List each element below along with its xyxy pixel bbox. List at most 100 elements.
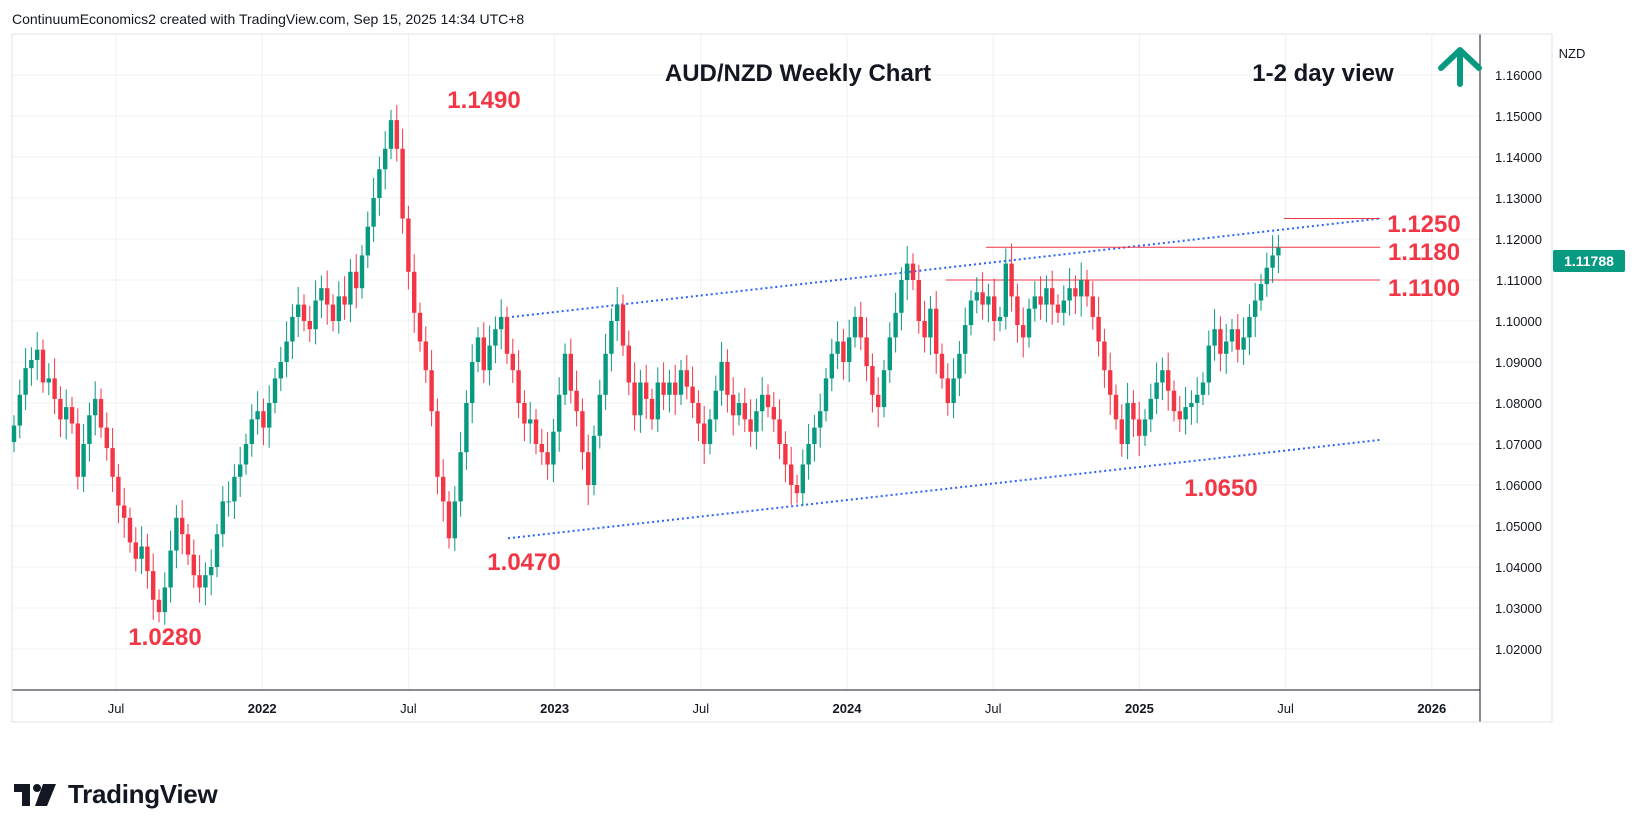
candle-body xyxy=(661,382,666,395)
candle-body xyxy=(951,378,956,403)
price-annotation: 1.0470 xyxy=(487,549,560,576)
candle-body xyxy=(232,476,237,502)
candle-body xyxy=(122,505,127,518)
candle-body xyxy=(638,382,643,416)
candle-body xyxy=(29,359,34,369)
candle-body xyxy=(151,571,156,600)
chart-subtitle: 1-2 day view xyxy=(1252,60,1394,87)
horizontal-levels xyxy=(946,218,1380,281)
candle-body xyxy=(516,370,521,403)
candle-body xyxy=(394,120,399,149)
candle-body xyxy=(557,394,562,432)
candle-body xyxy=(684,370,689,387)
gridlines xyxy=(12,34,1480,690)
candle-body xyxy=(1067,288,1072,301)
candle-body xyxy=(69,407,75,424)
candle-body xyxy=(185,534,191,555)
candle-body xyxy=(325,288,330,305)
candle-body xyxy=(841,341,846,362)
candle-body xyxy=(945,378,950,403)
y-tick-label: 1.07000 xyxy=(1495,437,1542,452)
candle-body xyxy=(1224,341,1229,354)
candle-body xyxy=(522,403,527,424)
candle-body xyxy=(702,423,707,444)
candle-body xyxy=(835,341,840,354)
candle-body xyxy=(551,431,556,465)
candle-body xyxy=(1189,403,1194,408)
candle-body xyxy=(307,321,312,330)
candle-body xyxy=(829,353,834,379)
candle-body xyxy=(731,394,736,416)
candle-body xyxy=(980,292,985,305)
y-tick-label: 1.13000 xyxy=(1495,191,1542,206)
candle-body xyxy=(52,378,57,399)
footer-brand[interactable]: TradingView xyxy=(14,779,218,810)
candle-body xyxy=(771,407,776,420)
candle-body xyxy=(458,452,463,502)
candle-body xyxy=(852,316,858,338)
candle-body xyxy=(81,444,86,477)
candle-body xyxy=(1131,403,1136,420)
candle-body xyxy=(690,386,695,403)
candle-body xyxy=(1171,390,1177,412)
candle-body xyxy=(203,575,208,588)
candle-body xyxy=(957,353,962,379)
price-annotation: 1.0280 xyxy=(128,624,201,651)
candle-body xyxy=(1021,325,1026,338)
candle-body xyxy=(1212,329,1217,346)
y-tick-label: 1.09000 xyxy=(1495,355,1542,370)
candle-body xyxy=(383,148,388,170)
candle-body xyxy=(934,308,939,354)
candle-body xyxy=(1154,382,1159,399)
candle-body xyxy=(928,308,933,338)
candle-body xyxy=(180,517,185,535)
candle-body xyxy=(290,316,295,342)
y-tick-label: 1.06000 xyxy=(1495,478,1542,493)
candle-body xyxy=(423,341,428,371)
candle-body xyxy=(406,218,411,272)
candle-body xyxy=(168,550,173,588)
candle-body xyxy=(1183,407,1188,420)
candle-body xyxy=(40,349,46,383)
candle-body xyxy=(533,419,539,444)
candle-body xyxy=(249,419,254,444)
candle-body xyxy=(487,345,492,371)
candle-body xyxy=(893,312,898,338)
price-annotation: 1.1490 xyxy=(447,87,520,114)
candle-body xyxy=(992,296,997,321)
candle-body xyxy=(446,501,452,539)
candle-body xyxy=(667,382,672,395)
y-tick-label: 1.03000 xyxy=(1495,601,1542,616)
candle-body xyxy=(1241,337,1246,350)
candle-body xyxy=(754,411,759,432)
candle-body xyxy=(528,419,533,424)
channel-lower-line xyxy=(507,438,1381,540)
candle-body xyxy=(464,403,469,453)
candle-body xyxy=(348,271,353,305)
candle-body xyxy=(823,378,829,412)
candle-body xyxy=(719,362,724,391)
candle-body xyxy=(586,452,591,485)
x-tick-label: 2024 xyxy=(833,701,863,716)
candle-body xyxy=(1125,403,1130,444)
candle-body xyxy=(156,599,162,613)
candle-body xyxy=(214,534,220,567)
price-annotation: 1.0650 xyxy=(1184,475,1257,502)
currency-label: NZD xyxy=(1559,46,1586,61)
candle-body xyxy=(742,403,747,420)
candle-body xyxy=(278,362,283,379)
candle-body xyxy=(127,517,133,543)
candle-body xyxy=(963,325,968,354)
candle-body xyxy=(1137,419,1142,436)
candle-body xyxy=(568,353,573,391)
candle-body xyxy=(1079,280,1084,297)
candle-body xyxy=(238,464,243,477)
candle-body xyxy=(336,296,341,321)
y-tick-label: 1.02000 xyxy=(1495,642,1542,657)
candle-body xyxy=(545,452,550,465)
y-tick-label: 1.15000 xyxy=(1495,109,1542,124)
candle-body xyxy=(174,517,179,551)
axis-frame xyxy=(11,33,1553,723)
candle-body xyxy=(1090,296,1095,317)
